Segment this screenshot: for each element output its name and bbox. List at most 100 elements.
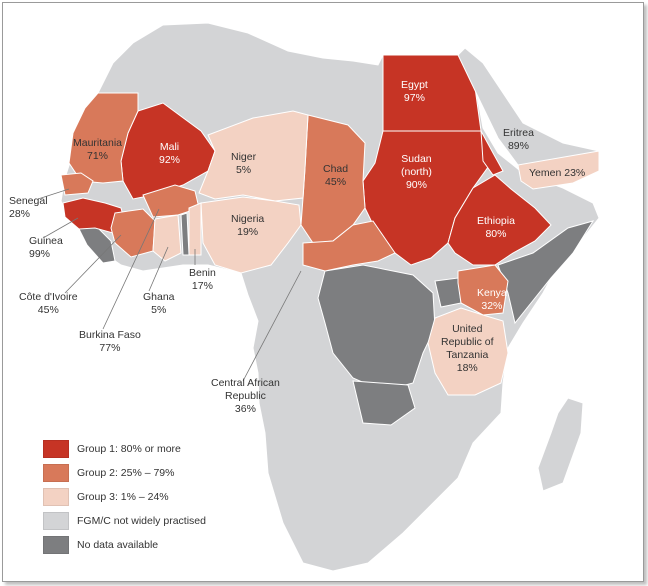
legend-item-group1: Group 1: 80% or more xyxy=(43,437,206,461)
label-mauritania: Mauritania 71% xyxy=(73,137,122,163)
leader-line-guinea xyxy=(42,217,79,239)
label-chad: Chad 45% xyxy=(323,163,348,189)
label-cote-divoire-name: Côte d'Ivoire xyxy=(19,291,78,303)
label-guinea-value: 99% xyxy=(29,248,51,260)
label-car-value: 36% xyxy=(234,403,256,415)
legend-swatch-group3 xyxy=(43,488,69,506)
map-legend: Group 1: 80% or more Group 2: 25% – 79% … xyxy=(43,437,206,557)
label-benin-value: 17% xyxy=(191,280,213,292)
label-niger: Niger 5% xyxy=(231,151,256,177)
label-nigeria: Nigeria 19% xyxy=(231,213,264,239)
legend-label-not-practised: FGM/C not widely practised xyxy=(77,515,206,527)
label-yemen: Yemen 23% xyxy=(529,167,585,180)
leader-line-senegal xyxy=(37,188,70,200)
label-ghana-name: Ghana xyxy=(143,291,175,303)
label-nigeria-name: Nigeria xyxy=(231,213,265,225)
label-ethiopia: Ethiopia 80% xyxy=(477,215,515,241)
no-data-region-zambia xyxy=(352,380,416,426)
country-senegal xyxy=(60,172,94,196)
label-niger-value: 5% xyxy=(235,164,252,176)
legend-swatch-group1 xyxy=(43,440,69,458)
country-kenya xyxy=(457,264,509,316)
legend-swatch-not-practised xyxy=(43,512,69,530)
legend-label-no-data: No data available xyxy=(77,539,159,551)
label-ethiopia-value: 80% xyxy=(485,228,507,240)
label-burkina-faso-value: 77% xyxy=(99,342,121,354)
label-mauritania-value: 71% xyxy=(87,150,109,162)
label-yemen-value: 23% xyxy=(564,167,586,179)
country-ghana xyxy=(152,214,182,262)
label-mali-value: 92% xyxy=(159,154,181,166)
label-mali: Mali 92% xyxy=(159,141,180,167)
country-central-african-republic xyxy=(302,220,396,272)
label-tanzania: United Republic of Tanzania 18% xyxy=(441,323,494,375)
label-central-african-republic: Central African Republic 36% xyxy=(211,377,280,416)
label-sudan-name-line2: (north) xyxy=(401,166,432,178)
label-guinea-name: Guinea xyxy=(29,235,63,247)
label-tanzania-value: 18% xyxy=(456,362,478,374)
label-niger-name: Niger xyxy=(231,151,257,163)
label-burkina-faso-name: Burkina Faso xyxy=(79,329,141,341)
legend-item-not-practised: FGM/C not widely practised xyxy=(43,509,206,533)
label-nigeria-value: 19% xyxy=(237,226,259,238)
label-tanzania-name-line1: United xyxy=(452,323,483,335)
label-eritrea-name: Eritrea xyxy=(503,127,534,139)
label-kenya-name: Kenya xyxy=(477,287,507,299)
label-kenya: Kenya 32% xyxy=(477,287,507,313)
legend-item-no-data: No data available xyxy=(43,533,206,557)
no-data-region-drc xyxy=(317,264,436,392)
no-data-region-togo xyxy=(180,212,190,256)
country-ethiopia xyxy=(447,174,552,266)
legend-item-group3: Group 3: 1% – 24% xyxy=(43,485,206,509)
label-chad-name: Chad xyxy=(323,163,349,175)
leader-line-car xyxy=(242,270,302,382)
label-cote-divoire-value: 45% xyxy=(37,304,59,316)
label-sudan: Sudan (north) 90% xyxy=(401,153,432,192)
label-mauritania-name: Mauritania xyxy=(73,137,123,149)
legend-item-group2: Group 2: 25% – 79% xyxy=(43,461,206,485)
label-egypt-name: Egypt xyxy=(401,79,428,91)
label-eritrea: Eritrea 89% xyxy=(503,127,534,153)
legend-swatch-group2 xyxy=(43,464,69,482)
label-ethiopia-name: Ethiopia xyxy=(477,215,515,227)
legend-label-group3: Group 3: 1% – 24% xyxy=(77,491,169,503)
label-guinea: Guinea 99% xyxy=(29,235,63,261)
label-senegal-name: Senegal xyxy=(9,195,48,207)
label-sudan-value: 90% xyxy=(405,179,427,191)
country-mauritania xyxy=(68,92,139,184)
legend-label-group2: Group 2: 25% – 79% xyxy=(77,467,175,479)
label-ghana-value: 5% xyxy=(151,304,167,316)
label-egypt: Egypt 97% xyxy=(401,79,428,105)
country-eritrea xyxy=(480,130,504,176)
label-senegal: Senegal 28% xyxy=(9,195,48,221)
label-mali-name: Mali xyxy=(159,141,180,153)
label-chad-value: 45% xyxy=(325,176,347,188)
label-ghana: Ghana 5% xyxy=(143,291,175,317)
label-tanzania-name-line3: Tanzania xyxy=(446,349,489,361)
label-cote-divoire: Côte d'Ivoire 45% xyxy=(19,291,78,317)
country-cote-divoire xyxy=(110,208,156,258)
label-kenya-value: 32% xyxy=(481,300,503,312)
legend-swatch-no-data xyxy=(43,536,69,554)
label-yemen-name: Yemen xyxy=(529,167,562,179)
leader-line-cote-divoire xyxy=(64,234,122,294)
country-nigeria xyxy=(200,196,302,274)
leader-line-burkina-faso xyxy=(102,208,160,330)
label-egypt-value: 97% xyxy=(403,92,425,104)
arabian-peninsula xyxy=(457,47,600,166)
label-car-name-line1: Central African xyxy=(211,377,280,389)
label-benin-name: Benin xyxy=(189,267,216,279)
legend-label-group1: Group 1: 80% or more xyxy=(77,443,181,455)
label-car-name-line2: Republic xyxy=(225,390,266,402)
country-tanzania xyxy=(427,307,509,396)
africa-map xyxy=(37,22,600,572)
country-benin xyxy=(188,202,202,256)
country-egypt xyxy=(382,54,482,132)
label-benin: Benin 17% xyxy=(189,267,216,293)
label-senegal-value: 28% xyxy=(9,208,31,220)
label-tanzania-name-line2: Republic of xyxy=(441,336,494,348)
madagascar xyxy=(537,397,584,492)
label-eritrea-value: 89% xyxy=(507,140,529,152)
leader-line-ghana xyxy=(148,246,169,292)
